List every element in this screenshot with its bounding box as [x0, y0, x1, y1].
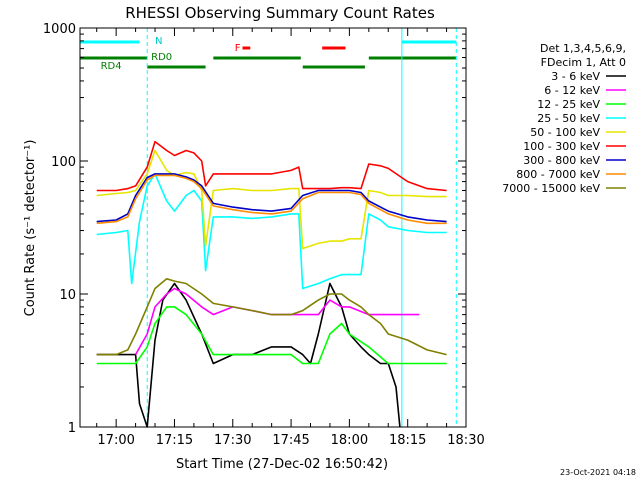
- series-line: [96, 173, 447, 223]
- legend-entry: 12 - 25 keV: [537, 98, 600, 111]
- y-tick-label: 1: [68, 421, 76, 436]
- legend-entry: 100 - 300 keV: [523, 140, 600, 153]
- x-axis-label: Start Time (27-Dec-02 16:50:42): [176, 457, 388, 472]
- legend-entry: 50 - 100 keV: [530, 126, 600, 139]
- series-line: [96, 140, 447, 192]
- series-line: [96, 277, 447, 356]
- status-label: RD0: [151, 52, 172, 63]
- y-tick-label: 10: [59, 288, 76, 303]
- legend-entry: 6 - 12 keV: [544, 84, 600, 97]
- legend-header: FDecim 1, Att 0: [541, 56, 626, 69]
- series-layer: [96, 140, 447, 428]
- series-line: [96, 174, 447, 225]
- x-tick-label: 17:30: [214, 433, 251, 448]
- x-tick-label: 18:15: [389, 433, 426, 448]
- legend: Det 1,3,4,5,6,9,FDecim 1, Att 03 - 6 keV…: [502, 42, 626, 195]
- x-tick-label: 18:00: [331, 433, 368, 448]
- x-axis: 17:00 17:15 17:30 17:45 18:00 18:15 18:30: [96, 28, 485, 448]
- footer-timestamp: 23-Oct-2021 04:18: [560, 468, 636, 477]
- legend-entry: 3 - 6 keV: [551, 70, 600, 83]
- x-tick-label: 17:45: [272, 433, 309, 448]
- series-line: [96, 282, 401, 428]
- y-tick-label: 100: [51, 155, 76, 170]
- y-axis: 1 10 100 1000: [43, 22, 466, 436]
- series-line: [96, 306, 447, 365]
- status-label: N: [155, 36, 162, 47]
- status-label: RD4: [101, 61, 122, 72]
- series-line: [96, 173, 447, 290]
- y-tick-label: 1000: [43, 22, 76, 37]
- legend-entry: 800 - 7000 keV: [516, 168, 600, 181]
- plot-frame: [79, 27, 467, 428]
- x-tick-label: 17:00: [97, 433, 134, 448]
- status-label: F: [235, 43, 241, 54]
- chart-title: RHESSI Observing Summary Count Rates: [125, 4, 435, 22]
- x-tick-label: 18:30: [447, 433, 484, 448]
- y-axis-label: Count Rate (s⁻¹ detector⁻¹): [23, 140, 38, 317]
- x-tick-label: 17:15: [156, 433, 193, 448]
- legend-entry: 7000 - 15000 keV: [502, 182, 600, 195]
- status-bars: N RD0 RD4 F: [80, 36, 457, 72]
- legend-entry: 300 - 800 keV: [523, 154, 600, 167]
- legend-header: Det 1,3,4,5,6,9,: [540, 42, 626, 55]
- series-line: [96, 149, 447, 250]
- legend-entry: 25 - 50 keV: [537, 112, 600, 125]
